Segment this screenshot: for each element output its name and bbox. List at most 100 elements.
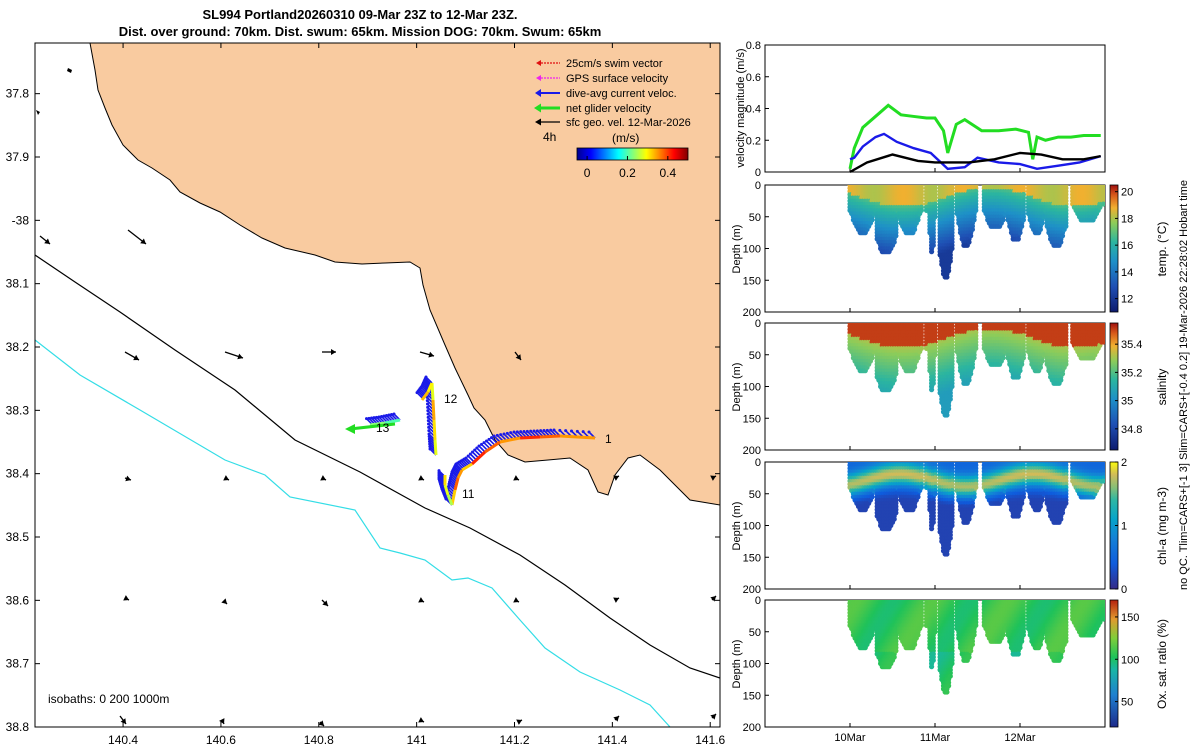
geo-arrow-head [418, 475, 424, 481]
dive-vector-head [426, 409, 430, 413]
dive-vector-head [545, 428, 549, 432]
legend-sfc-geo: sfc geo. vel. 12-Mar-2026 [566, 117, 691, 129]
colorbar-tick-label: 18 [1121, 213, 1133, 225]
map-ytick-label: 38.1 [6, 277, 30, 291]
dive-vector-head [535, 429, 539, 433]
dive-vector-head [480, 442, 483, 446]
velocity-axes [764, 44, 1106, 173]
dive-vector-head [558, 428, 562, 432]
colorbar-tick-label: 35 [1121, 396, 1133, 408]
track-segment [426, 382, 434, 393]
dive-vector-head [415, 391, 419, 395]
section-ytick-label: 50 [749, 212, 761, 224]
track-segment [433, 439, 438, 456]
section-sample [949, 245, 955, 252]
track-segment [559, 434, 596, 440]
speed-colorbar-tick-label: 0.4 [659, 166, 676, 180]
section-dots [847, 185, 1105, 280]
track-segment [446, 494, 454, 506]
track-segment [420, 391, 430, 401]
geo-arrow-head [318, 720, 324, 726]
geo-arrow-head [123, 595, 129, 601]
dive-vector-head [485, 439, 488, 443]
colorbar-tick-label: 20 [1121, 187, 1133, 199]
section-sample [1020, 355, 1026, 361]
section-sample [1058, 377, 1064, 383]
dive-vector-head [471, 450, 474, 454]
map-xtick-label: 140.8 [304, 733, 334, 747]
section-sample [1063, 223, 1069, 229]
section-sample [1017, 368, 1023, 374]
section-sample [915, 217, 921, 223]
track-label-12: 12 [444, 392, 458, 406]
velocity-ylabel: velocity magnitude (m/s) [735, 48, 747, 167]
section-ytick-label: 0 [755, 318, 761, 330]
geo-arrow-head [516, 719, 522, 725]
geo-arrow-head [331, 349, 336, 355]
net-velocity-arrow [349, 422, 396, 431]
section-sample [969, 364, 976, 371]
dive-vector-head [426, 405, 430, 409]
section-ytick-label: 200 [743, 307, 761, 319]
dive-vector-head [466, 454, 470, 458]
title-line-2: Dist. over ground: 70km. Dist. swum: 65k… [118, 24, 602, 39]
speed-colorbar-ticks: 0 0.2 0.4 [584, 156, 676, 180]
legend-net-head [534, 103, 541, 113]
velocity-lines [848, 103, 1102, 174]
dive-vector-head [382, 414, 386, 418]
speed-colorbar-tick-label: 0 [584, 166, 591, 180]
dive-vector-head [519, 430, 523, 434]
section-sample [930, 380, 936, 386]
geo-arrow-head [120, 718, 126, 724]
track-segment [384, 418, 401, 425]
map-ytick-label: 38.4 [6, 467, 30, 481]
section-sample [915, 355, 921, 361]
vel-series-line [848, 103, 1101, 170]
land-mass [89, 43, 720, 506]
vel-ytick-label: 0.8 [746, 40, 761, 52]
dive-vector-head [385, 414, 388, 417]
map-ytick-label: 38.2 [6, 340, 30, 354]
section-sample [932, 352, 938, 358]
dive-vector-head [427, 425, 431, 429]
dive-vector-head [542, 429, 546, 432]
dive-avg-current-vectors [365, 375, 596, 506]
section-sample [1059, 371, 1066, 377]
geo-arrow-head [613, 597, 619, 603]
track-segment [369, 421, 386, 427]
title-line-1: SL994 Portland20260310 09-Mar 23Z to 12-… [202, 7, 518, 22]
section-sample [949, 383, 955, 390]
section-sample [1058, 239, 1064, 245]
section-sample [869, 355, 875, 361]
geo-arrow-head [221, 598, 227, 604]
geo-arrow-head [219, 718, 225, 724]
section-colorbar [1109, 322, 1119, 451]
vel-ytick-label: 0.2 [746, 135, 761, 147]
dive-vector-head [495, 433, 499, 437]
dive-vector-head [387, 413, 391, 417]
section-sample [1015, 236, 1021, 242]
glider-track [369, 382, 596, 506]
dive-vector-head [477, 444, 481, 448]
section-sample [1019, 223, 1025, 229]
section-sample [1039, 220, 1045, 226]
section-sample [1063, 361, 1069, 367]
section-sample [1059, 233, 1066, 239]
velocity-panel: 00.20.40.60.8 velocity magnitude (m/s) [735, 40, 1106, 179]
section-sample [968, 371, 974, 377]
section-sample [1037, 226, 1043, 233]
section-sample [918, 207, 925, 213]
legend-sfc-head [535, 118, 541, 126]
dive-vector-head [392, 412, 396, 416]
colorbar-tick-label: 12 [1121, 294, 1133, 306]
dive-vector-head [482, 441, 486, 445]
geo-arrow-head [513, 597, 519, 603]
section-sample [947, 396, 953, 402]
figure-title: SL994 Portland20260310 09-Mar 23Z to 12-… [0, 6, 720, 40]
geo-arrow-head [44, 238, 50, 244]
section-sample [1019, 361, 1025, 367]
section-sample [1100, 339, 1105, 345]
